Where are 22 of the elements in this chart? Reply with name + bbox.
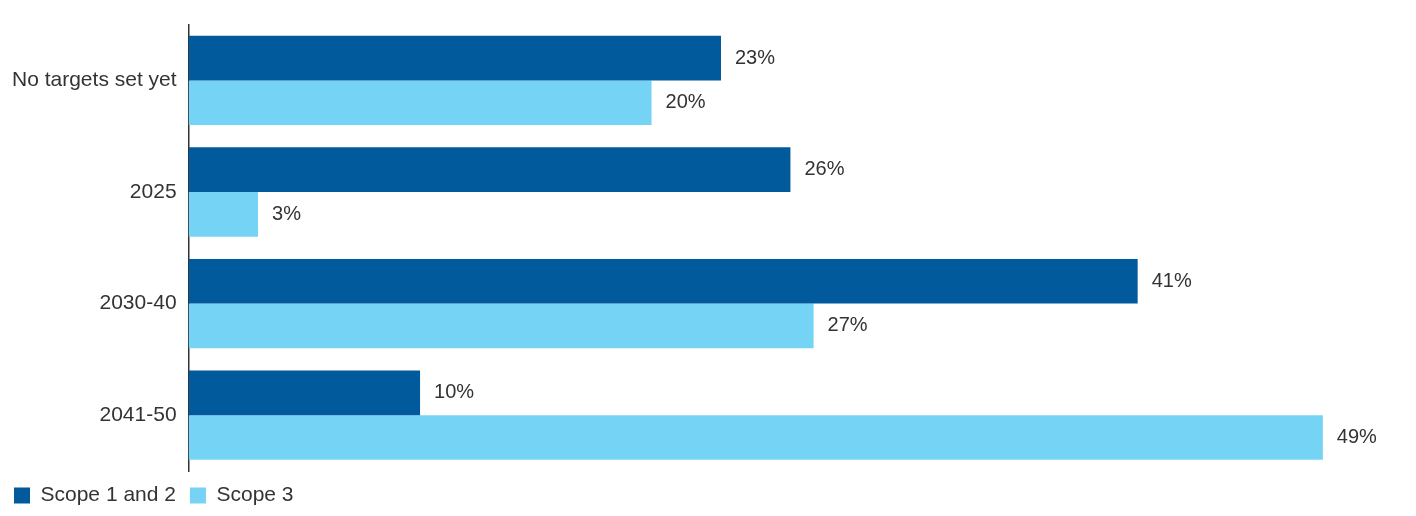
bar <box>188 370 421 416</box>
bar <box>188 80 652 126</box>
y-tick-label: No targets set yet <box>12 67 177 91</box>
legend-label: Scope 1 and 2 <box>40 482 176 506</box>
bar <box>188 415 1323 460</box>
bar <box>188 303 814 349</box>
bar <box>188 258 1138 304</box>
y-tick-label: 2025 <box>129 178 177 202</box>
bar <box>188 147 791 192</box>
y-tick-label: 2041-50 <box>99 402 177 425</box>
data-label: 41% <box>1151 268 1192 291</box>
bar <box>188 35 721 81</box>
data-label: 23% <box>734 45 776 68</box>
bar <box>188 192 259 237</box>
legend-label: Scope 3 <box>216 482 294 506</box>
data-label: 27% <box>827 313 868 336</box>
y-tick-label: 2030-40 <box>99 290 177 314</box>
data-label: 3% <box>272 201 302 224</box>
data-label: 20% <box>665 90 706 113</box>
data-label: 10% <box>434 380 475 403</box>
data-label: 26% <box>804 157 845 180</box>
data-label: 49% <box>1336 425 1378 448</box>
